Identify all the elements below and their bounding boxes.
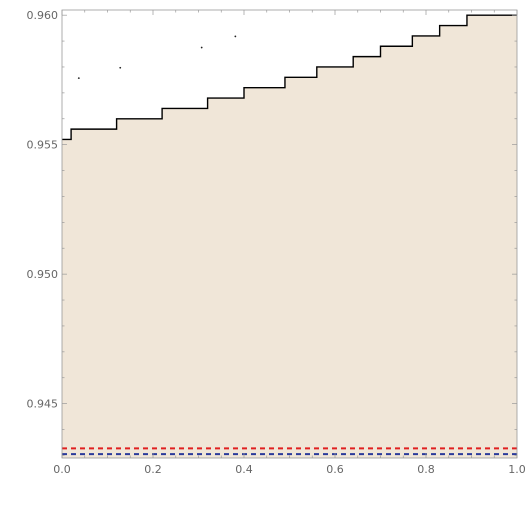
x-tick-label-1: 0.2 [144, 463, 162, 476]
series-0-area [62, 15, 517, 458]
axes [61, 9, 518, 459]
scatter-point-3 [234, 35, 237, 38]
y-tick-label-0: 0.945 [27, 398, 59, 411]
x-tick-label-4: 0.8 [417, 463, 435, 476]
series-0-step-line [62, 14, 517, 141]
tick-labels: 0.0 0.2 0.4 0.6 0.8 1.0 0.945 0.950 0.955 0.960 [27, 9, 526, 476]
x-tick-label-2: 0.4 [235, 463, 253, 476]
x-tick-label-0: 0.0 [53, 463, 71, 476]
x-tick-label-3: 0.6 [326, 463, 344, 476]
y-tick-label-1: 0.950 [27, 268, 59, 281]
scatter-point-0 [77, 77, 80, 80]
scatter-point-2 [200, 46, 203, 49]
x-tick-label-5: 1.0 [508, 463, 526, 476]
y-tick-label-3: 0.960 [27, 9, 59, 22]
y-tick-label-2: 0.955 [27, 139, 59, 152]
plot-area [62, 14, 517, 458]
scatter-point-1 [119, 66, 122, 69]
